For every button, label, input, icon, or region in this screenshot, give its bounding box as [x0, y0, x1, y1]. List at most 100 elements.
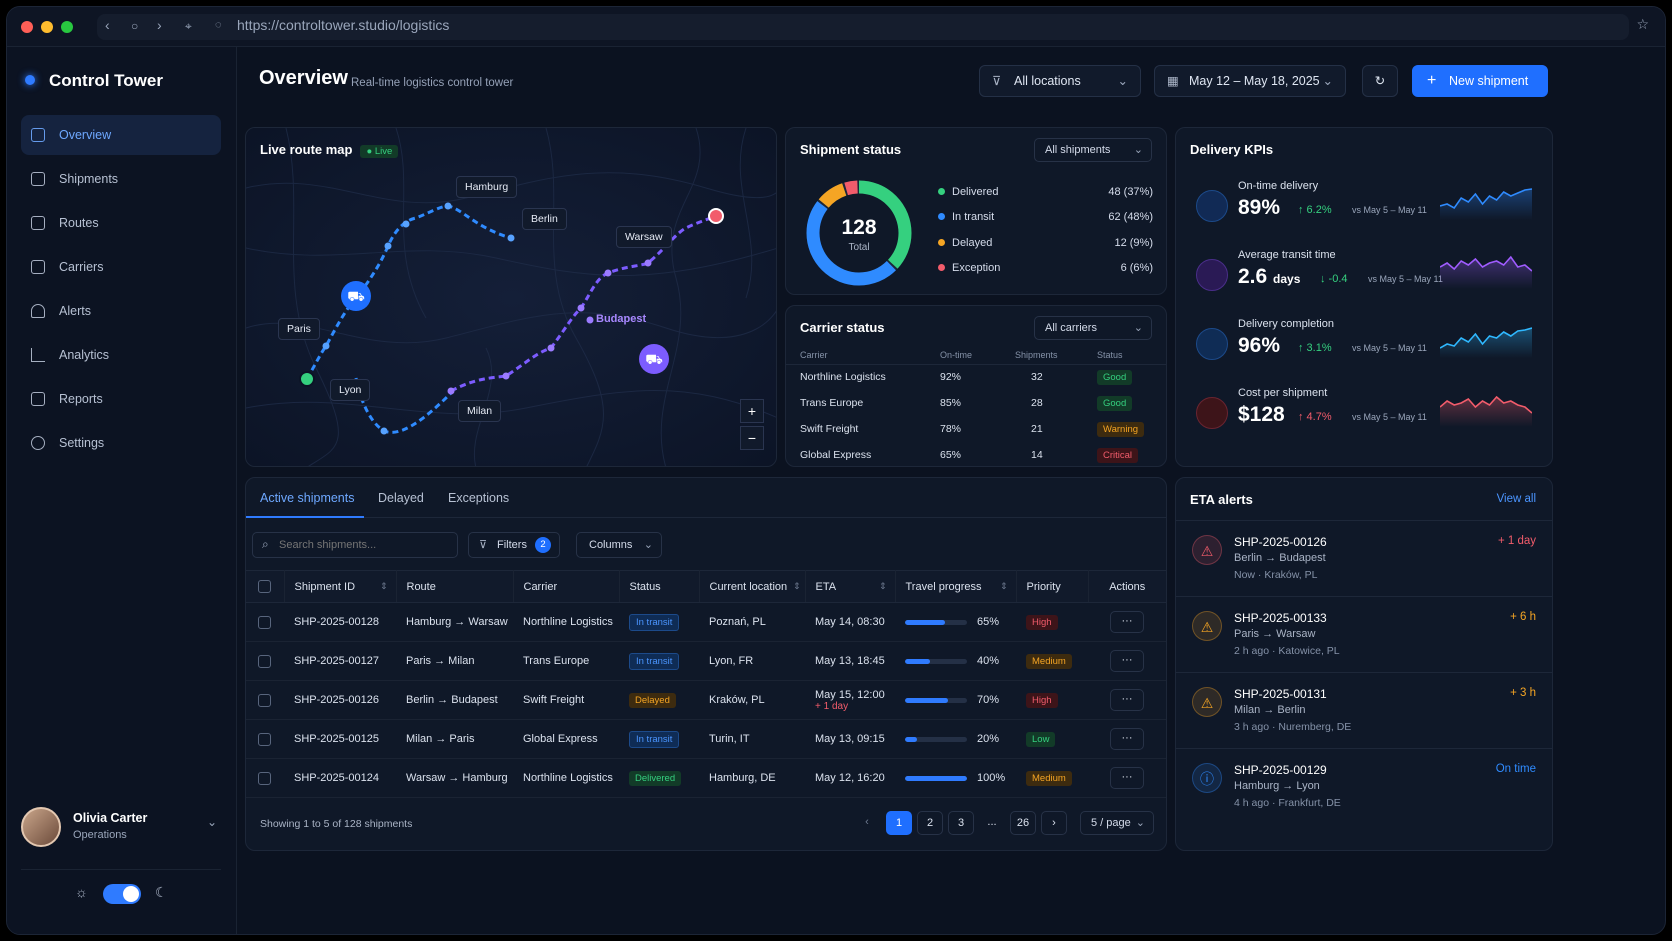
- status-badge: Critical: [1097, 447, 1139, 463]
- theme-toggle[interactable]: [103, 884, 141, 904]
- page-button-1[interactable]: 1: [886, 811, 912, 835]
- view-all-link[interactable]: View all: [1496, 493, 1536, 505]
- zoom-out-button[interactable]: −: [740, 426, 764, 450]
- row-checkbox[interactable]: [258, 693, 271, 707]
- row-actions-button[interactable]: ···: [1110, 728, 1144, 750]
- date-range-picker[interactable]: ▦ May 12 – May 18, 2025 ⌄: [1154, 65, 1346, 97]
- row-checkbox[interactable]: [258, 615, 271, 629]
- forward-icon[interactable]: ›: [157, 17, 162, 33]
- table-row[interactable]: Trans Europe 85% 28 Good: [786, 389, 1166, 416]
- table-row[interactable]: SHP-2025-00126 Berlin → Budapest Swift Fre…: [246, 680, 1166, 720]
- sidebar-item-alerts[interactable]: Alerts: [21, 291, 221, 331]
- maximize-window-button[interactable]: [61, 21, 73, 33]
- minimize-window-button[interactable]: [41, 21, 53, 33]
- kpi-cost-per-shipment[interactable]: Cost per shipment $128 ↑ 4.7% vs May 5 –…: [1192, 387, 1540, 449]
- sidebar-item-analytics[interactable]: Analytics: [21, 335, 221, 375]
- row-actions-button[interactable]: ···: [1110, 650, 1144, 672]
- shipment-id[interactable]: SHP-2025-00124: [284, 758, 396, 798]
- kpi-average-transit-time[interactable]: Average transit time 2.6 days ↓ -0.4 vs …: [1192, 249, 1540, 311]
- back-icon[interactable]: ‹: [105, 17, 110, 33]
- table-row[interactable]: SHP-2025-00127 Paris → Milan Trans Europe I…: [246, 641, 1166, 681]
- row-actions-button[interactable]: ···: [1110, 767, 1144, 789]
- eta-alert-item[interactable]: ⚠ SHP-2025-00133 Paris → Warsaw 2 h ago · K…: [1176, 596, 1552, 672]
- column-header-shipment-id[interactable]: Shipment ID ⇕: [284, 570, 397, 603]
- table-row[interactable]: Global Express 65% 14 Critical: [786, 441, 1166, 466]
- shipment-id[interactable]: SHP-2025-00126: [284, 680, 396, 720]
- page-size-select[interactable]: 5 / page ⌄: [1080, 811, 1154, 835]
- live-route-map-panel: ⛟ ⛟ Live route map ● Live Hamburg Berlin …: [245, 127, 777, 467]
- site-info-icon[interactable]: ◌: [215, 19, 222, 31]
- location-filter[interactable]: ⊽ All locations ⌄: [979, 65, 1141, 97]
- eta-alert-id: SHP-2025-00133: [1234, 611, 1327, 625]
- row-actions-button[interactable]: ···: [1110, 611, 1144, 633]
- map-title: Live route map ● Live: [260, 142, 399, 158]
- shipment-id[interactable]: SHP-2025-00127: [284, 641, 396, 681]
- shipment-id[interactable]: SHP-2025-00125: [284, 719, 396, 759]
- column-header-progress[interactable]: Travel progress ⇕: [895, 570, 1017, 603]
- table-row[interactable]: SHP-2025-00128 Hamburg → Warsaw Northline …: [246, 602, 1166, 642]
- table-row[interactable]: SHP-2025-00125 Milan → Paris Global Expres…: [246, 719, 1166, 759]
- address-bar[interactable]: ‹ ○ › ⌖ ◌ https://controltower.studio/lo…: [97, 14, 1629, 40]
- new-shipment-button[interactable]: + New shipment: [1412, 65, 1548, 97]
- user-profile[interactable]: Olivia Carter Operations ⌄: [21, 807, 221, 857]
- eta-alert-item[interactable]: ⚠ SHP-2025-00126 Berlin → Budapest Now · Kr…: [1176, 520, 1552, 596]
- table-row[interactable]: Swift Freight 78% 21 Warning: [786, 415, 1166, 442]
- url-text[interactable]: https://controltower.studio/logistics: [237, 17, 450, 33]
- next-page-button[interactable]: ›: [1041, 811, 1067, 835]
- eta-alert-item[interactable]: ⚠ SHP-2025-00131 Milan → Berlin 3 h ago · N…: [1176, 672, 1552, 748]
- columns-button[interactable]: Columns ⌄: [576, 532, 662, 558]
- select-all-checkbox[interactable]: [258, 580, 271, 593]
- sort-icon[interactable]: ⇕: [999, 580, 1008, 591]
- sidebar-item-carriers[interactable]: Carriers: [21, 247, 221, 287]
- destination-marker[interactable]: [708, 208, 724, 224]
- search-input[interactable]: [279, 536, 449, 554]
- tab-exceptions[interactable]: Exceptions: [448, 491, 510, 505]
- document-icon: [31, 392, 45, 406]
- truck-marker-blue[interactable]: [341, 281, 371, 311]
- page-button-26[interactable]: 26: [1010, 811, 1036, 835]
- row-checkbox[interactable]: [258, 654, 271, 668]
- sort-icon[interactable]: ⇕: [792, 580, 801, 591]
- filters-button[interactable]: ⊽ Filters 2: [468, 532, 560, 558]
- eta-alert-item[interactable]: ⓘ SHP-2025-00129 Hamburg → Lyon 4 h ago · F…: [1176, 748, 1552, 824]
- row-checkbox[interactable]: [258, 771, 271, 785]
- route-milan-budapest-warsaw[interactable]: [450, 214, 717, 393]
- chevron-down-icon[interactable]: ⌄: [206, 815, 217, 829]
- column-header-eta[interactable]: ETA ⇕: [805, 570, 896, 603]
- shipment-id[interactable]: SHP-2025-00128: [284, 602, 396, 642]
- table-row[interactable]: SHP-2025-00124 Warsaw → Hamburg Northline …: [246, 758, 1166, 798]
- shipment-filter-select[interactable]: All shipments ⌄: [1034, 138, 1152, 162]
- row-actions-button[interactable]: ···: [1110, 689, 1144, 711]
- page-button-2[interactable]: 2: [917, 811, 943, 835]
- bookmark-star-icon[interactable]: ☆: [1636, 16, 1649, 32]
- reload-icon[interactable]: ○: [131, 19, 139, 33]
- sidebar-item-routes[interactable]: Routes: [21, 203, 221, 243]
- extension-icon[interactable]: ⌖: [185, 19, 192, 33]
- tab-delayed[interactable]: Delayed: [378, 491, 424, 505]
- prev-page-button[interactable]: ‹: [865, 816, 869, 828]
- table-row[interactable]: Northline Logistics 92% 32 Good: [786, 363, 1166, 390]
- column-header-location[interactable]: Current location ⇕: [699, 570, 806, 603]
- zoom-in-button[interactable]: +: [740, 399, 764, 423]
- sidebar-item-settings[interactable]: Settings: [21, 423, 221, 463]
- kpi-delivery-completion[interactable]: Delivery completion 96% ↑ 3.1% vs May 5 …: [1192, 318, 1540, 380]
- shipments-panel: Active shipments Delayed Exceptions ⌕ ⊽ …: [245, 477, 1167, 851]
- kpi-on-time-delivery[interactable]: On-time delivery 89% ↑ 6.2% vs May 5 – M…: [1192, 180, 1540, 242]
- truck-marker-purple[interactable]: [639, 344, 669, 374]
- close-window-button[interactable]: [21, 21, 33, 33]
- origin-marker[interactable]: [299, 371, 315, 387]
- location-filter-label: All locations: [1014, 74, 1081, 88]
- sidebar-item-shipments[interactable]: Shipments: [21, 159, 221, 199]
- row-checkbox[interactable]: [258, 732, 271, 746]
- refresh-button[interactable]: ↻: [1362, 65, 1398, 97]
- sidebar-item-overview[interactable]: Overview: [21, 115, 221, 155]
- sort-icon[interactable]: ⇕: [878, 580, 887, 591]
- sort-icon[interactable]: ⇕: [379, 580, 388, 591]
- sidebar-item-reports[interactable]: Reports: [21, 379, 221, 419]
- search-box[interactable]: ⌕: [252, 532, 458, 558]
- page-button-3[interactable]: 3: [948, 811, 974, 835]
- travel-progress: 65%: [895, 602, 1016, 642]
- live-badge-label: Live: [374, 146, 393, 157]
- carrier-filter-select[interactable]: All carriers ⌄: [1034, 316, 1152, 340]
- tab-active-shipments[interactable]: Active shipments: [260, 491, 355, 505]
